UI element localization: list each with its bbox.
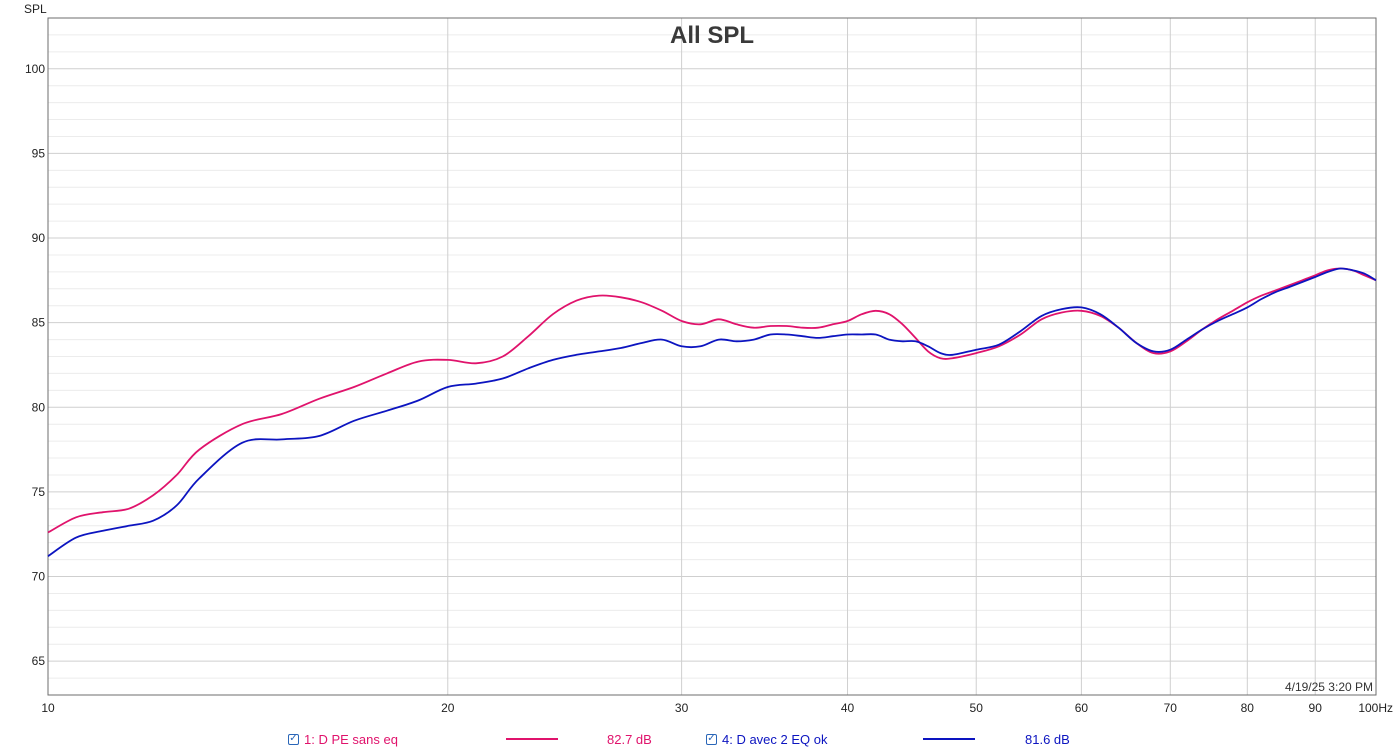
x-tick-label: 20 [441,701,455,715]
series-1-checkbox[interactable]: ✓ [288,733,299,745]
x-tick-label: 60 [1075,701,1089,715]
legend-item-series-1: ✓ 1: D PE sans eq [288,729,398,749]
series-4-checkbox[interactable]: ✓ [706,733,717,745]
x-tick-label: 40 [841,701,855,715]
x-tick-label: 50 [970,701,984,715]
series-line-1 [47,267,1377,534]
y-axis-label: SPL [24,2,47,16]
y-tick-label: 100 [25,62,45,76]
x-tick-label: 90 [1309,701,1323,715]
y-tick-label: 70 [32,570,46,584]
y-tick-label: 65 [32,654,46,668]
series-1-level: 82.7 dB [607,731,652,747]
series-4-name: 4: D avec 2 EQ ok [722,731,828,747]
series-lines [47,267,1377,557]
legend-level-series-4-wrap: 81.6 dB [1025,729,1070,749]
y-tick-label: 85 [32,316,46,330]
y-tick-label: 75 [32,485,46,499]
legend-swatch-series-4-wrap [923,729,975,749]
series-4-level: 81.6 dB [1025,731,1070,747]
y-tick-label: 80 [32,400,46,414]
timestamp-annotation: 4/19/25 3:20 PM [1285,680,1373,694]
x-tick-label: 100Hz [1358,701,1393,715]
y-tick-label: 90 [32,231,46,245]
plot-frame [47,17,1377,696]
y-tick-labels: 65 70 75 80 85 90 95 100 [25,62,45,668]
series-line-2 [47,267,1377,557]
y-tick-label: 95 [32,146,46,160]
series-1-name: 1: D PE sans eq [304,731,398,747]
x-tick-label: 10 [41,701,55,715]
x-tick-label: 30 [675,701,689,715]
series-4-swatch [923,738,975,740]
chart-title: All SPL [670,22,754,49]
x-tick-labels: 10 20 30 40 50 60 70 80 90 100Hz [41,701,1393,715]
series-1-swatch [506,738,558,740]
legend-swatch-series-1-wrap [506,729,558,749]
minor-grid [48,17,1376,696]
legend-item-series-4: ✓ 4: D avec 2 EQ ok [706,729,828,749]
legend-level-series-1-wrap: 82.7 dB [607,729,652,749]
x-tick-label: 70 [1164,701,1178,715]
x-tick-label: 80 [1241,701,1255,715]
